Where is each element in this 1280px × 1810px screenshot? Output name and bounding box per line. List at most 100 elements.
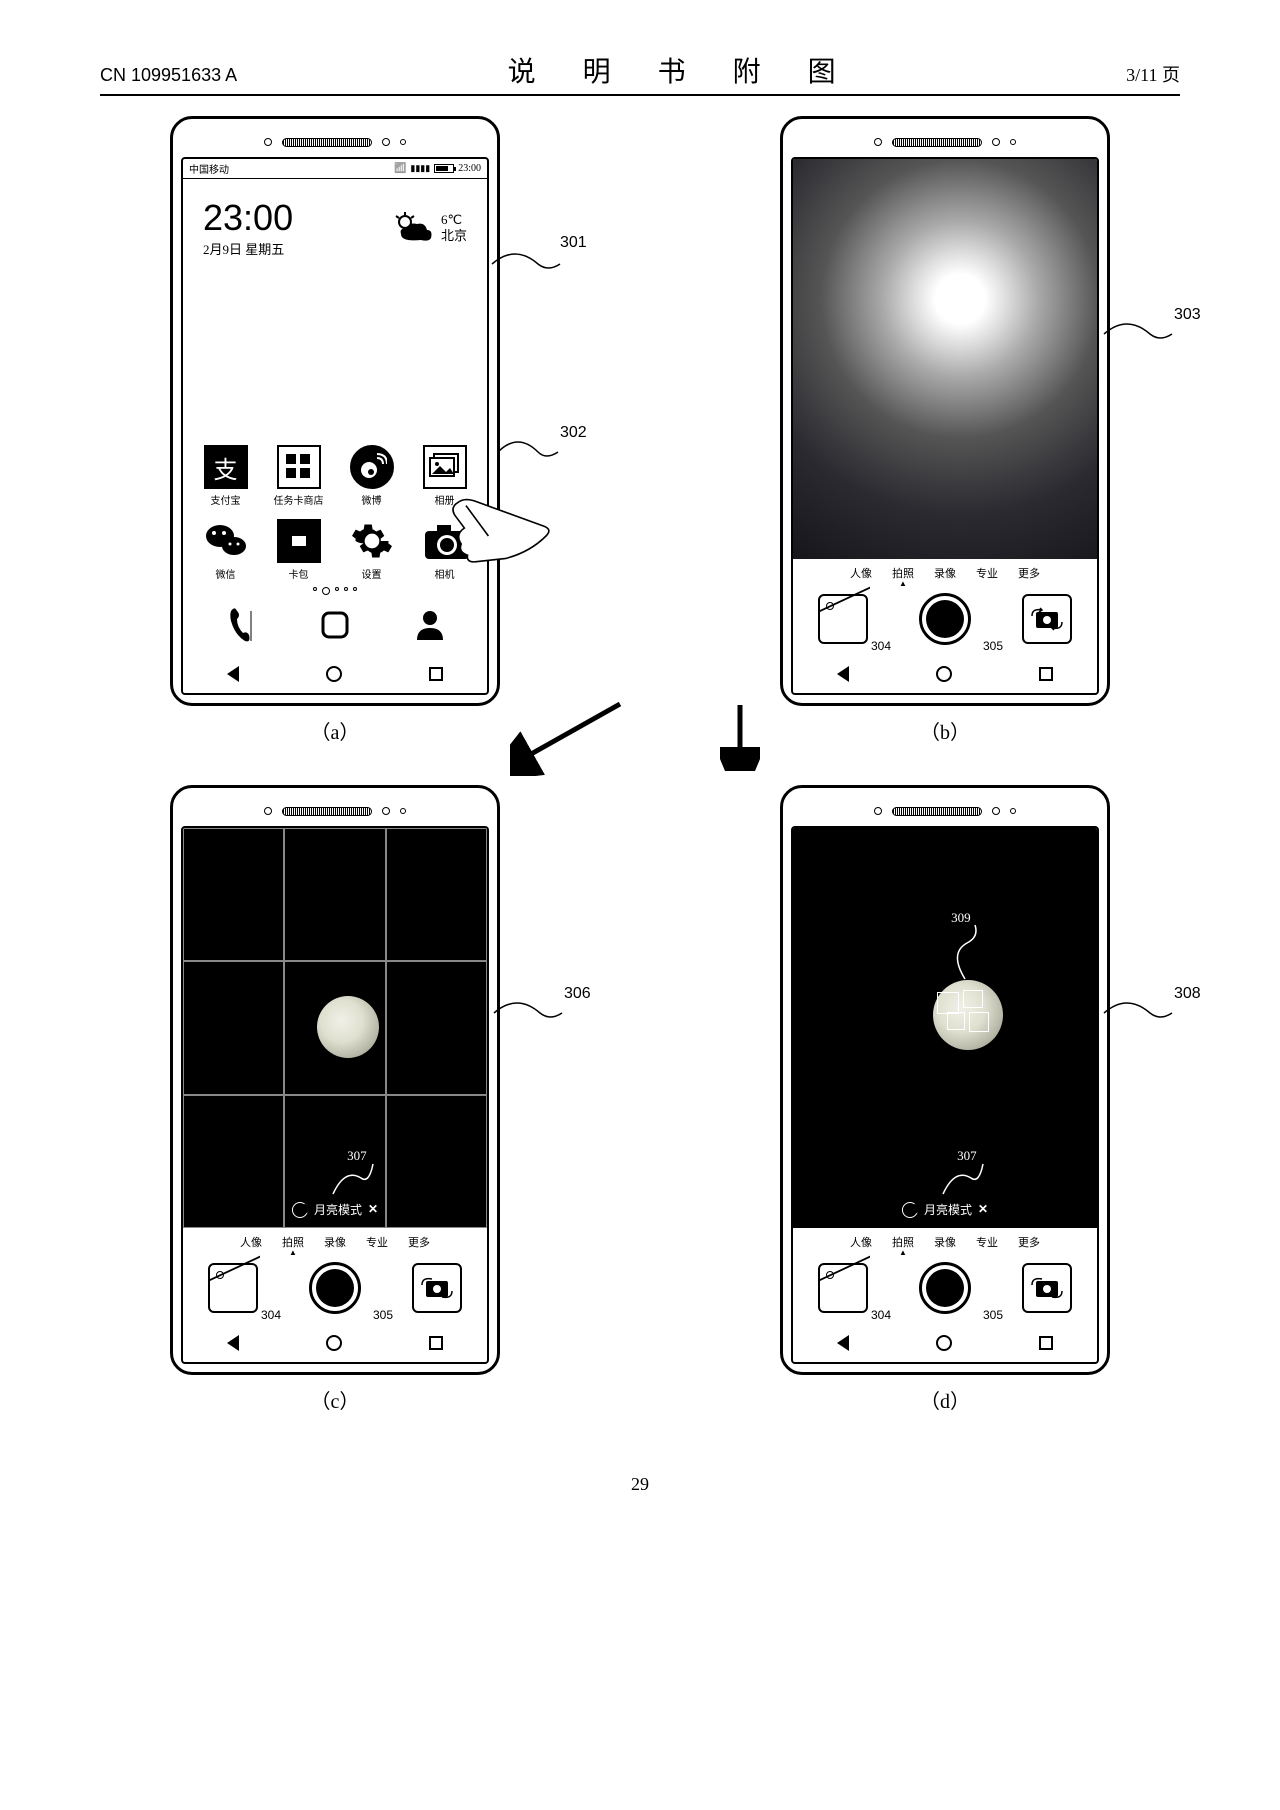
nav-back-icon[interactable]: [227, 666, 239, 682]
signal-icon: ▮▮▮▮: [410, 163, 430, 174]
mode-video[interactable]: 录像: [934, 565, 956, 581]
ref-305: 305: [373, 1308, 393, 1322]
panel-d: 309 307 月亮模式 ✕ 人像 拍照 录像 专业 更多: [780, 785, 1110, 1414]
panel-a: 中国移动 ▮▮▮▮ 23:00 23:00 2月9日 星期五: [170, 116, 500, 745]
mode-more[interactable]: 更多: [408, 1234, 430, 1250]
shutter-button[interactable]: [919, 593, 971, 645]
nav-back-icon[interactable]: [227, 1335, 239, 1351]
moon-mode-pill[interactable]: 月亮模式 ✕: [902, 1201, 988, 1218]
ref-306: 306: [564, 985, 591, 1003]
gallery-thumb[interactable]: [208, 1263, 258, 1313]
mode-pro[interactable]: 专业: [366, 1234, 388, 1250]
moon-icon: [902, 1202, 918, 1218]
page-indicator: 3/11 页: [1126, 61, 1180, 87]
hand-pointer-icon: [438, 496, 558, 576]
mode-more[interactable]: 更多: [1018, 565, 1040, 581]
panel-c: 307 月亮模式 ✕ 人像 拍照 录像 专业 更多: [170, 785, 500, 1414]
mode-portrait[interactable]: 人像: [850, 1234, 872, 1250]
status-time: 23:00: [458, 163, 481, 174]
nav-recent-icon[interactable]: [1039, 667, 1053, 681]
panel-label-a: （a）: [311, 716, 360, 745]
close-icon[interactable]: ✕: [368, 1202, 378, 1217]
viewfinder[interactable]: 307 月亮模式 ✕: [183, 828, 487, 1228]
panel-label-c: （c）: [311, 1385, 360, 1414]
mode-portrait[interactable]: 人像: [850, 565, 872, 581]
flip-camera-button[interactable]: [1022, 1263, 1072, 1313]
flip-camera-button[interactable]: [412, 1263, 462, 1313]
patent-number: CN 109951633 A: [100, 65, 237, 86]
app-alipay[interactable]: 支支付宝: [193, 445, 258, 507]
close-icon[interactable]: ✕: [978, 1202, 988, 1217]
status-bar: 中国移动 ▮▮▮▮ 23:00: [183, 159, 487, 179]
doc-title: 说 明 书 附 图: [508, 50, 856, 90]
ref-301: 301: [560, 234, 587, 252]
nav-back-icon[interactable]: [837, 1335, 849, 1351]
flip-camera-button[interactable]: [1022, 594, 1072, 644]
nav-home-icon[interactable]: [326, 666, 342, 682]
wifi-icon: [394, 163, 406, 174]
panel-label-b: （b）: [920, 716, 970, 745]
panel-label-d: （d）: [920, 1385, 970, 1414]
mode-photo[interactable]: 拍照: [892, 1234, 914, 1250]
app-task-store[interactable]: 任务卡商店: [266, 445, 331, 507]
nav-recent-icon[interactable]: [429, 1336, 443, 1350]
moon-mode-label: 月亮模式: [924, 1201, 972, 1218]
ref-307: 307: [957, 1148, 977, 1164]
weather-icon: [391, 210, 435, 246]
ref-307: 307: [347, 1148, 367, 1164]
panel-b: 人像 拍照 录像 专业 更多 304 305: [780, 116, 1110, 745]
mode-photo[interactable]: 拍照: [892, 565, 914, 581]
ref-304: 304: [261, 1308, 281, 1322]
viewfinder[interactable]: [793, 159, 1097, 559]
mode-pro[interactable]: 专业: [976, 565, 998, 581]
arrow-b-to-c: [510, 696, 630, 776]
shutter-button[interactable]: [919, 1262, 971, 1314]
dock-contacts[interactable]: [410, 605, 450, 645]
ref-304: 304: [871, 1308, 891, 1322]
viewfinder[interactable]: 309 307 月亮模式 ✕: [793, 828, 1097, 1228]
nav-home-icon[interactable]: [326, 1335, 342, 1351]
weather-city: 北京: [441, 228, 467, 244]
mode-strip[interactable]: 人像 拍照 录像 专业 更多: [793, 559, 1097, 583]
app-weibo[interactable]: 微博: [339, 445, 404, 507]
mode-pro[interactable]: 专业: [976, 1234, 998, 1250]
app-wechat[interactable]: 微信: [193, 519, 258, 581]
ref-304: 304: [871, 639, 891, 653]
nav-home-icon[interactable]: [936, 1335, 952, 1351]
gallery-thumb[interactable]: [818, 594, 868, 644]
app-settings[interactable]: 设置: [339, 519, 404, 581]
mode-video[interactable]: 录像: [934, 1234, 956, 1250]
mode-more[interactable]: 更多: [1018, 1234, 1040, 1250]
ref-302: 302: [560, 424, 587, 442]
nav-home-icon[interactable]: [936, 666, 952, 682]
mode-photo[interactable]: 拍照: [282, 1234, 304, 1250]
nav-back-icon[interactable]: [837, 666, 849, 682]
app-wallet[interactable]: 卡包: [266, 519, 331, 581]
nav-recent-icon[interactable]: [1039, 1336, 1053, 1350]
nav-bar: [183, 655, 487, 693]
weather-temp: 6℃: [441, 212, 467, 228]
moon-icon: [317, 996, 379, 1058]
carrier-label: 中国移动: [189, 161, 229, 176]
ref-305: 305: [983, 639, 1003, 653]
moon-icon: [292, 1202, 308, 1218]
shutter-button[interactable]: [309, 1262, 361, 1314]
ref-305: 305: [983, 1308, 1003, 1322]
gallery-thumb[interactable]: [818, 1263, 868, 1313]
focus-indicator: [933, 984, 1003, 1054]
page-number: 29: [100, 1474, 1180, 1495]
arrow-b-to-d: [720, 701, 760, 771]
ref-303: 303: [1174, 306, 1201, 324]
battery-icon: [434, 164, 454, 173]
ref-309: 309: [951, 910, 971, 926]
nav-recent-icon[interactable]: [429, 667, 443, 681]
clock-date: 2月9日 星期五: [203, 239, 293, 258]
dock-phone[interactable]: [220, 605, 260, 645]
mode-video[interactable]: 录像: [324, 1234, 346, 1250]
clock-time: 23:00: [203, 197, 293, 239]
dock-home[interactable]: [315, 605, 355, 645]
weather-widget[interactable]: 6℃北京: [391, 210, 467, 246]
ref-308: 308: [1174, 985, 1201, 1003]
moon-mode-pill[interactable]: 月亮模式 ✕: [292, 1201, 378, 1218]
mode-portrait[interactable]: 人像: [240, 1234, 262, 1250]
